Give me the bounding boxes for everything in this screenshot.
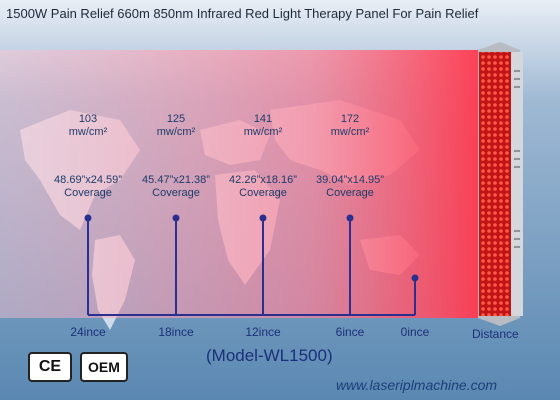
distance-label-0: 0ince (400, 325, 430, 339)
coverage-label: Coverage (239, 187, 287, 199)
irradiance-18: 125 mw/cm² (146, 113, 206, 139)
marker-dot-6 (346, 214, 354, 222)
marker-dot-24 (84, 214, 92, 222)
page-title: 1500W Pain Relief 660m 850nm Infrared Re… (6, 6, 479, 21)
marker-dot-18 (172, 214, 180, 222)
distance-label-24: 24ince (70, 325, 106, 339)
marker-dot-0 (411, 274, 419, 282)
coverage-24: 48.69”x24.59” Coverage (48, 174, 128, 200)
led-array (479, 52, 511, 316)
model-number: (Model-WL1500) (206, 346, 333, 365)
irradiance-unit: mw/cm² (68, 126, 108, 138)
irradiance-unit: mw/cm² (243, 126, 283, 138)
light-beam (0, 50, 478, 318)
panel-vents (514, 70, 520, 248)
panel-side (511, 52, 523, 316)
coverage-label: Coverage (64, 187, 112, 199)
coverage-size: 48.69”x24.59” (54, 174, 122, 186)
coverage-12: 42.26”x18.16” Coverage (223, 174, 303, 200)
website-link: www.laseriplmachine.com (336, 377, 498, 393)
irradiance-unit: mw/cm² (156, 126, 196, 138)
irradiance-value: 103 (78, 113, 98, 125)
marker-dot-12 (259, 214, 267, 222)
oem-badge: OEM (80, 352, 128, 382)
coverage-size: 42.26”x18.16” (229, 174, 297, 186)
distance-label-12: 12ince (245, 325, 281, 339)
irradiance-value: 172 (340, 113, 360, 125)
coverage-18: 45.47”x21.38” Coverage (136, 174, 216, 200)
distance-label-6: 6ince (335, 325, 365, 339)
distance-label-18: 18ince (158, 325, 194, 339)
ce-badge: CE (28, 352, 72, 382)
coverage-label: Coverage (152, 187, 200, 199)
axis-label: Distance (472, 327, 519, 341)
coverage-size: 45.47”x21.38” (142, 174, 210, 186)
irradiance-value: 125 (166, 113, 186, 125)
coverage-label: Coverage (326, 187, 374, 199)
irradiance-12: 141 mw/cm² (233, 113, 293, 139)
distance-axis (84, 214, 419, 316)
irradiance-unit: mw/cm² (330, 126, 370, 138)
coverage-size: 39.04”x14.95” (316, 174, 384, 186)
irradiance-value: 141 (253, 113, 273, 125)
irradiance-6: 172 mw/cm² (320, 113, 380, 139)
coverage-6: 39.04”x14.95” Coverage (310, 174, 390, 200)
irradiance-24: 103 mw/cm² (58, 113, 118, 139)
